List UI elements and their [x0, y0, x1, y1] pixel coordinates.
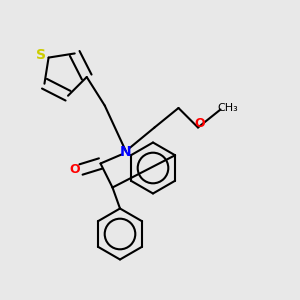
Text: O: O	[69, 163, 80, 176]
Text: S: S	[36, 48, 46, 62]
Text: CH₃: CH₃	[218, 103, 239, 113]
Text: N: N	[120, 145, 132, 158]
Text: O: O	[194, 117, 205, 130]
